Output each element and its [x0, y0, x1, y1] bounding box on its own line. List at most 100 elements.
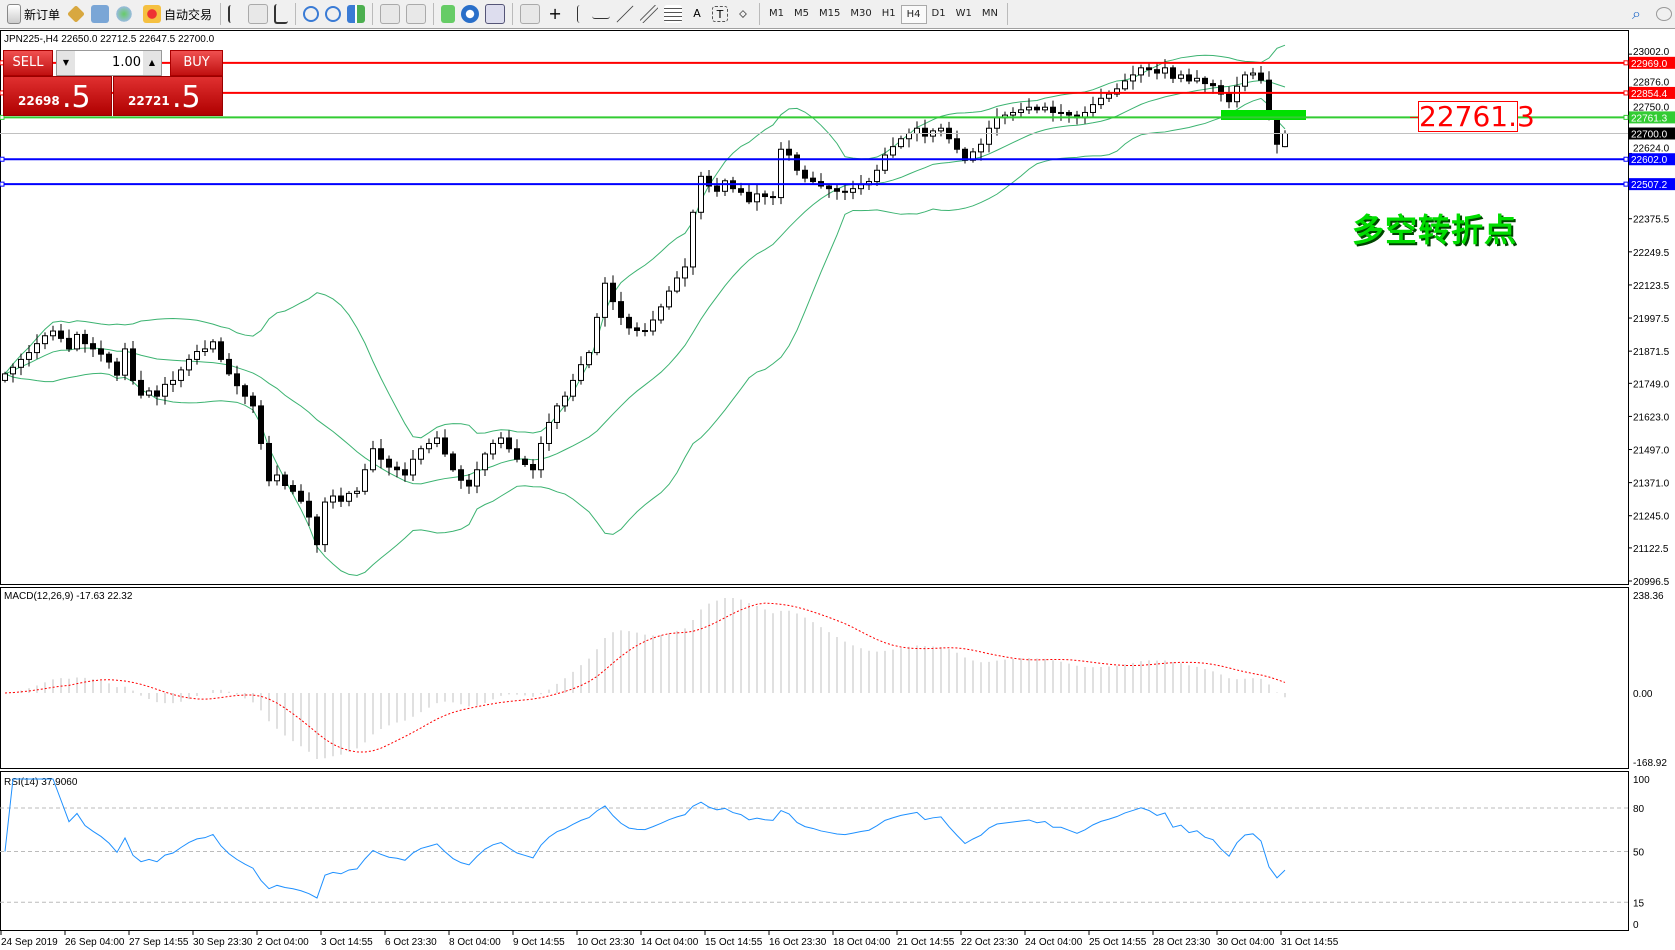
pivot-annotation-text[interactable]: 多空转折点 [1352, 211, 1518, 249]
price-tick-label: 22750.0 [1633, 102, 1670, 113]
timeframe-m30[interactable]: M30 [850, 7, 872, 19]
price-label-box [1629, 86, 1675, 99]
toolbar: 新订单 自动交易 + A T ⬦ M1 M5 M15 M30 H1 H4 D1 W1 MN ⌕ [0, 0, 1675, 29]
zoom-out-icon[interactable] [325, 6, 342, 22]
candle-bull [578, 364, 584, 381]
time-label: 10 Oct 23:30 [577, 937, 635, 948]
timeframe-m15[interactable]: M15 [819, 7, 841, 19]
candle-bull [170, 379, 176, 385]
time-label: 6 Oct 23:30 [385, 937, 437, 948]
auto-trading-button[interactable]: 自动交易 [136, 2, 216, 26]
periods-icon[interactable] [461, 5, 480, 23]
candle-bull [1090, 104, 1096, 113]
line-chart-icon[interactable] [274, 4, 289, 24]
sell-price-button[interactable]: 22698 .5 [3, 76, 112, 116]
candle-bear [1274, 117, 1280, 145]
time-label: 30 Sep 23:30 [193, 937, 253, 948]
indicators-icon[interactable] [441, 5, 456, 23]
candle-bear [642, 330, 648, 333]
buy-price-button[interactable]: 22721 .5 [113, 76, 223, 116]
candle-bull [482, 453, 488, 471]
chat-icon[interactable] [1656, 7, 1672, 21]
lot-size-input[interactable]: ▼ 1.00 ▲ [56, 50, 162, 76]
candle-bull [178, 369, 184, 381]
price-tick-label: 21997.5 [1633, 314, 1670, 325]
text-icon[interactable]: A [693, 7, 701, 20]
candle-bull [186, 358, 192, 371]
candle-bear [954, 138, 960, 150]
timeframe-m5[interactable]: M5 [794, 7, 810, 19]
candle-bear [98, 348, 104, 355]
vertical-line-icon[interactable] [577, 5, 586, 23]
sell-button[interactable]: SELL [3, 50, 53, 76]
candle-bear [1170, 67, 1176, 79]
time-label: 22 Oct 23:30 [961, 937, 1019, 948]
candle-chart-icon[interactable] [248, 4, 269, 24]
lot-decrease-button[interactable]: ▼ [57, 51, 75, 75]
candle-bear [242, 385, 248, 397]
search-icon[interactable]: ⌕ [1632, 4, 1641, 23]
buy-button[interactable]: BUY [170, 50, 223, 76]
equidistant-channel-icon[interactable] [640, 5, 659, 23]
bar-chart-icon[interactable] [228, 5, 242, 23]
templates-icon[interactable] [485, 4, 506, 24]
candle-bull [1282, 132, 1288, 148]
candle-bull [938, 127, 944, 132]
candle-bull [1178, 74, 1184, 79]
trendline-icon[interactable] [616, 5, 635, 23]
candle-bull [1026, 106, 1032, 111]
fibonacci-icon[interactable] [664, 5, 683, 23]
new-order-label: 新订单 [24, 7, 61, 22]
candle-bear [394, 466, 400, 471]
candle-bear [514, 448, 520, 460]
arrows-icon[interactable]: ⬦ [739, 7, 747, 20]
timeframe-d1[interactable]: D1 [931, 7, 946, 19]
cursor-icon[interactable] [520, 4, 541, 24]
lot-value[interactable]: 1.00 [112, 55, 141, 70]
candle-bear [114, 361, 120, 376]
price-label-box [1629, 56, 1675, 69]
candle-bear [618, 301, 624, 318]
price-annotation-label[interactable]: 22761.3 [1418, 100, 1535, 133]
timeframe-w1[interactable]: W1 [955, 7, 972, 19]
candle-bear [706, 175, 712, 187]
candle-bull [1122, 80, 1128, 90]
candle-bull [1242, 74, 1248, 87]
timeframe-h4[interactable]: H4 [900, 4, 927, 24]
candle-bear [626, 316, 632, 329]
profile-icon[interactable] [91, 5, 110, 23]
candle-bear [154, 390, 160, 397]
buy-price-main: 22721 [128, 94, 170, 108]
price-tick-label: 21245.0 [1633, 512, 1670, 523]
candle-bear [378, 448, 384, 460]
autoscroll-icon[interactable] [380, 4, 401, 24]
candle-bull [994, 117, 1000, 129]
tile-icon[interactable] [347, 5, 366, 23]
chart-shift-icon[interactable] [406, 4, 427, 24]
candle-bull [194, 351, 200, 360]
new-order-button[interactable]: 新订单 [0, 2, 64, 26]
candle-bear [1154, 69, 1160, 74]
bollinger-band-lower [4, 97, 1286, 576]
text-label-icon[interactable]: T [712, 6, 729, 22]
zoom-in-icon[interactable] [303, 6, 320, 22]
candle-bull [882, 154, 888, 171]
timeframe-m1[interactable]: M1 [769, 7, 785, 19]
candle-bear [810, 177, 816, 183]
horizontal-line-icon[interactable] [592, 9, 611, 19]
candle-bull [1234, 85, 1240, 103]
timeframe-mn[interactable]: MN [981, 7, 998, 19]
candle-bull [1042, 106, 1048, 111]
bid-price-box [1629, 127, 1675, 140]
candle-bull [1114, 88, 1120, 95]
time-label: 27 Sep 14:55 [129, 937, 189, 948]
lot-increase-button[interactable]: ▲ [143, 51, 161, 75]
timeframe-h1[interactable]: H1 [881, 7, 896, 19]
candle-bull [914, 127, 920, 134]
crosshair-icon[interactable]: + [548, 4, 562, 23]
candle-bear [250, 395, 256, 407]
rsi-tick-label: 100 [1633, 775, 1650, 786]
signal-icon[interactable] [115, 5, 134, 23]
candle-bull [690, 211, 696, 268]
